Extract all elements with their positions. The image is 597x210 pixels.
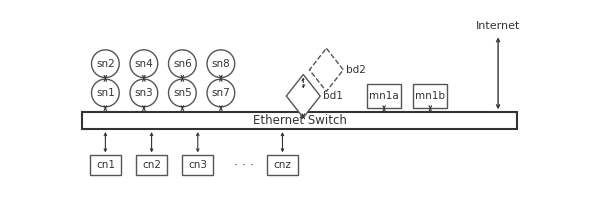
Bar	[367, 84, 401, 108]
Text: Internet: Internet	[476, 21, 520, 31]
Text: cn2: cn2	[142, 160, 161, 170]
Circle shape	[168, 79, 196, 107]
Text: Ethernet Switch: Ethernet Switch	[253, 114, 347, 127]
Text: sn8: sn8	[211, 59, 230, 69]
Bar	[136, 155, 167, 175]
Bar	[413, 84, 447, 108]
Text: sn2: sn2	[96, 59, 115, 69]
Text: bd1: bd1	[322, 91, 343, 101]
Text: sn6: sn6	[173, 59, 192, 69]
Circle shape	[91, 79, 119, 107]
Bar	[82, 112, 518, 129]
Bar	[90, 155, 121, 175]
Circle shape	[130, 50, 158, 77]
Text: sn4: sn4	[134, 59, 153, 69]
Bar	[267, 155, 298, 175]
Text: mn1a: mn1a	[369, 91, 399, 101]
Circle shape	[207, 50, 235, 77]
Text: cn3: cn3	[188, 160, 207, 170]
Text: bd2: bd2	[346, 65, 365, 75]
Text: sn1: sn1	[96, 88, 115, 98]
Text: sn5: sn5	[173, 88, 192, 98]
Circle shape	[168, 50, 196, 77]
Text: mn1b: mn1b	[416, 91, 445, 101]
Bar	[182, 155, 213, 175]
Circle shape	[130, 79, 158, 107]
Text: cnz: cnz	[273, 160, 291, 170]
Text: · · ·: · · ·	[234, 159, 254, 172]
Circle shape	[207, 79, 235, 107]
Circle shape	[91, 50, 119, 77]
Polygon shape	[309, 48, 343, 91]
Text: cn1: cn1	[96, 160, 115, 170]
Polygon shape	[287, 75, 320, 118]
Text: sn7: sn7	[211, 88, 230, 98]
Text: sn3: sn3	[134, 88, 153, 98]
